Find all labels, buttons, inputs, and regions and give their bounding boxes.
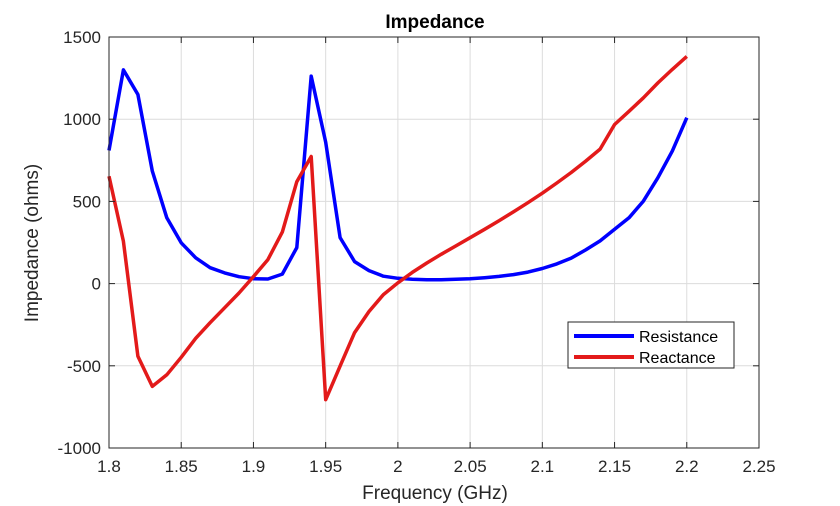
x-axis-label: Frequency (GHz) [362, 483, 508, 504]
x-tick-label: 2.2 [675, 457, 699, 476]
series-layer [107, 55, 689, 402]
x-tick-labels: 1.8 1.85 1.9 1.95 2 2.05 2.1 2.15 2.2 2.25 [97, 457, 775, 476]
y-tick-labels: -1000 -500 0 500 1000 1500 [58, 28, 101, 458]
plot-background [109, 37, 759, 448]
legend-label-reactance: Reactance [639, 350, 716, 367]
x-tick-label: 2.15 [598, 457, 631, 476]
x-tick-label: 1.95 [309, 457, 342, 476]
y-tick-label: 500 [73, 192, 101, 211]
x-tick-label: 2.25 [742, 457, 775, 476]
y-tick-label: 1500 [63, 28, 101, 47]
y-tick-label: 0 [92, 275, 101, 294]
y-axis-label: Impedance (ohms) [22, 164, 43, 322]
plot-frame [108, 36, 760, 449]
x-tick-label: 2 [393, 457, 402, 476]
y-tick-label: -500 [67, 357, 101, 376]
y-tick-label: -1000 [58, 439, 101, 458]
legend: Resistance Reactance [567, 321, 735, 369]
x-tick-label: 1.85 [165, 457, 198, 476]
chart-title: Impedance [385, 12, 484, 33]
x-tick-label: 2.05 [454, 457, 487, 476]
series-line-resistance [107, 68, 689, 282]
axis-ticks [108, 36, 760, 449]
series-line-reactance [107, 55, 688, 402]
x-tick-label: 1.8 [97, 457, 121, 476]
x-tick-label: 2.1 [531, 457, 555, 476]
y-tick-label: 1000 [63, 110, 101, 129]
x-tick-label: 1.9 [242, 457, 266, 476]
legend-label-resistance: Resistance [639, 329, 718, 346]
legend-box [567, 321, 735, 369]
